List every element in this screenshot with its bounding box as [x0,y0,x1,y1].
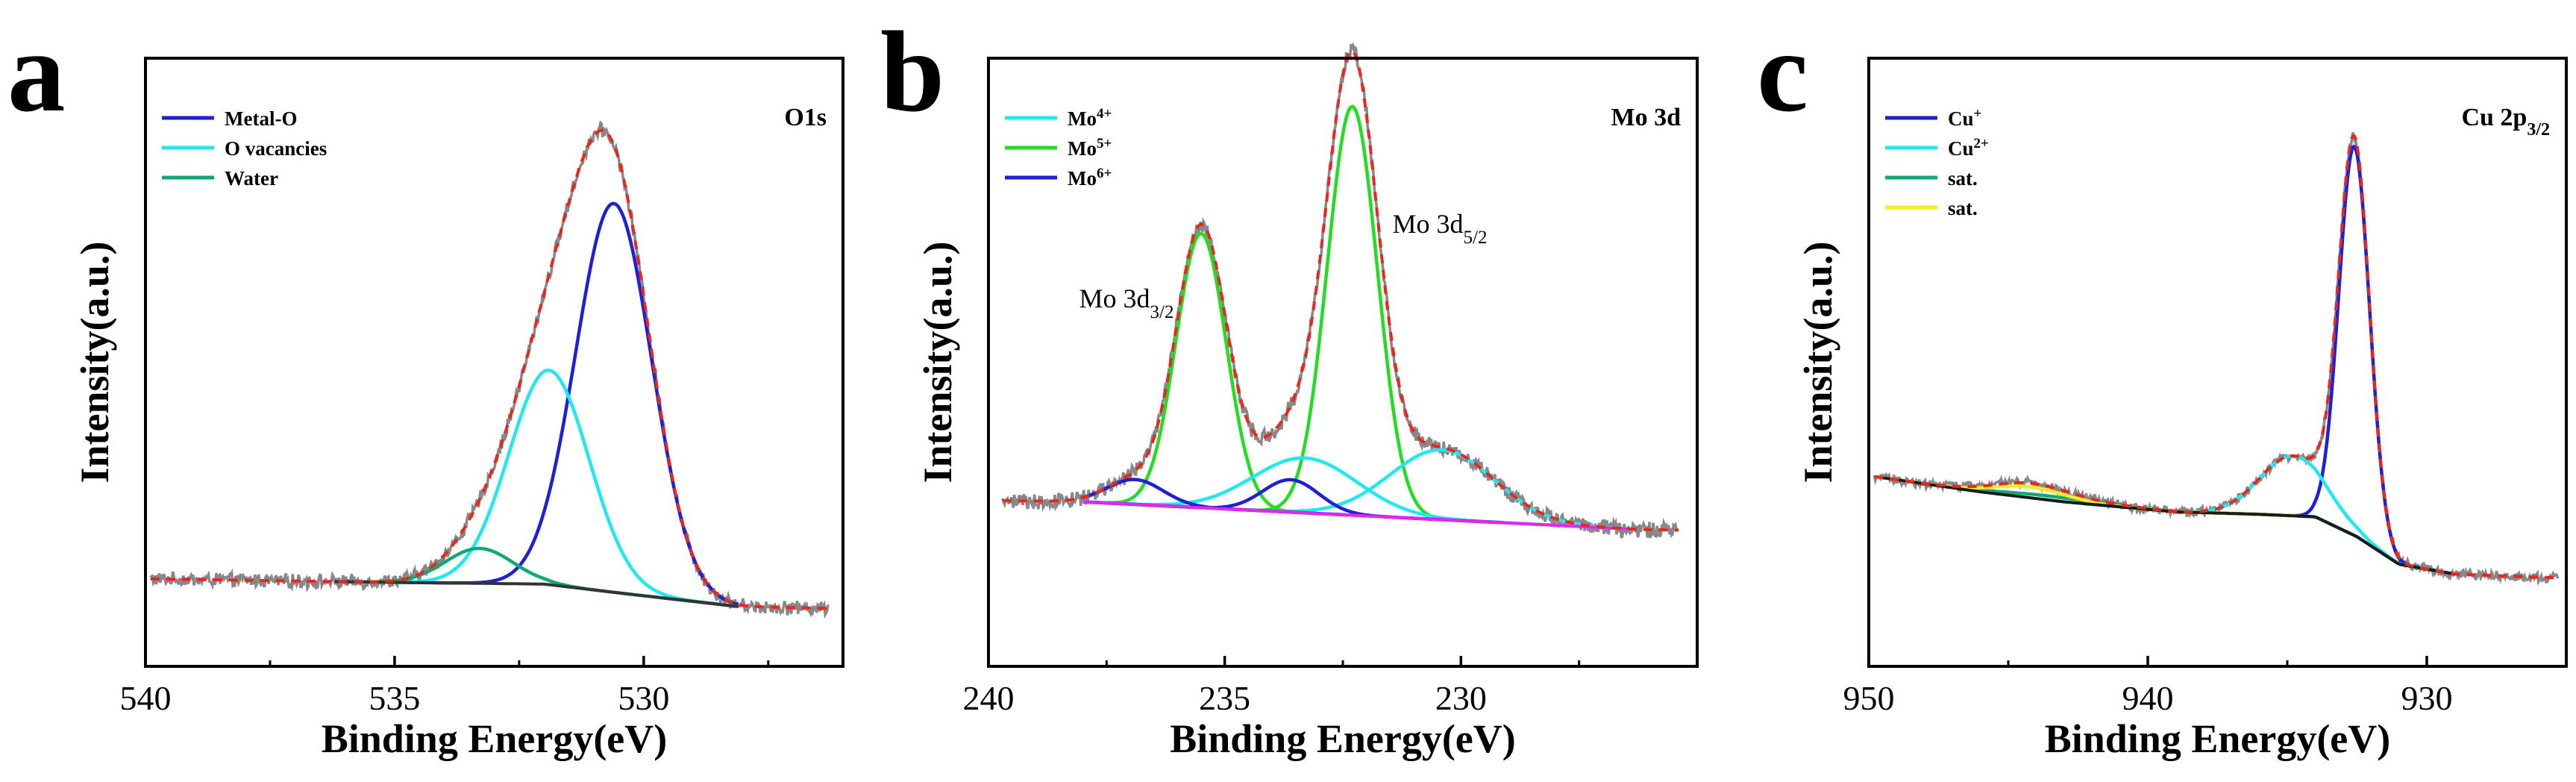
y-axis-label: Intensity(a.u.) [72,241,117,483]
legend-entry: Cu2+ [1948,136,1989,160]
legend-entry: Metal-O [225,107,297,130]
x-tick-label: 530 [618,679,669,717]
panel-label: b [880,7,944,136]
x-axis-label: Binding Energy(eV) [2045,716,2391,761]
raw-data-line [149,120,830,619]
x-tick-label: 950 [1843,679,1895,717]
y-axis-label: Intensity(a.u.) [1796,241,1840,483]
chart-title: Mo 3d [1611,104,1682,131]
legend-entry: Mo4+ [1068,106,1112,131]
fit-component-2 [1163,104,1542,527]
legend-entry: Mo6+ [1068,166,1112,190]
peak-annotation: Mo 3d3/2 [1079,284,1174,322]
x-axis-label: Binding Energy(eV) [322,716,668,761]
background-line [1082,500,1636,531]
fit-envelope-line [150,128,828,610]
background-line [334,580,739,608]
x-tick-label: 940 [2122,679,2174,717]
plot-frame [1867,57,2568,668]
panel-label: a [7,7,66,136]
x-tick-label: 235 [1199,679,1250,717]
x-tick-label: 240 [963,679,1015,717]
peak-annotation: Mo 3d5/2 [1393,209,1488,248]
background-line [1876,475,2455,576]
x-tick-label: 230 [1435,679,1487,717]
chart-title: O1s [784,104,827,131]
fit-envelope-line [1002,49,1679,532]
fit-component-2 [334,369,739,609]
x-axis-label: Binding Energy(eV) [1170,716,1516,761]
legend-entry: Mo5+ [1068,136,1112,160]
legend-entry: sat. [1948,167,1978,190]
legend-entry: Cu+ [1948,106,1981,131]
legend-entry: O vacancies [225,137,327,160]
legend-entry: Water [225,167,278,190]
plot-frame [144,57,844,668]
fit-envelope-line [1874,134,2558,580]
legend-entry: sat. [1948,197,1978,219]
x-tick-label: 930 [2401,679,2453,717]
panel-c: 950 940 930 Binding Energy(eV) Intensity(a.u… [1757,7,2568,761]
chart-title: Cu 2p3/2 [2461,104,2550,140]
panel-label: c [1757,7,1808,136]
y-axis-label: Intensity(a.u.) [915,241,960,483]
x-tick-label: 540 [120,679,172,717]
fit-component-1 [334,201,739,607]
fit-component-1 [2238,144,2455,576]
x-tick-label: 535 [369,679,420,717]
fit-component-3 [1876,475,2453,575]
